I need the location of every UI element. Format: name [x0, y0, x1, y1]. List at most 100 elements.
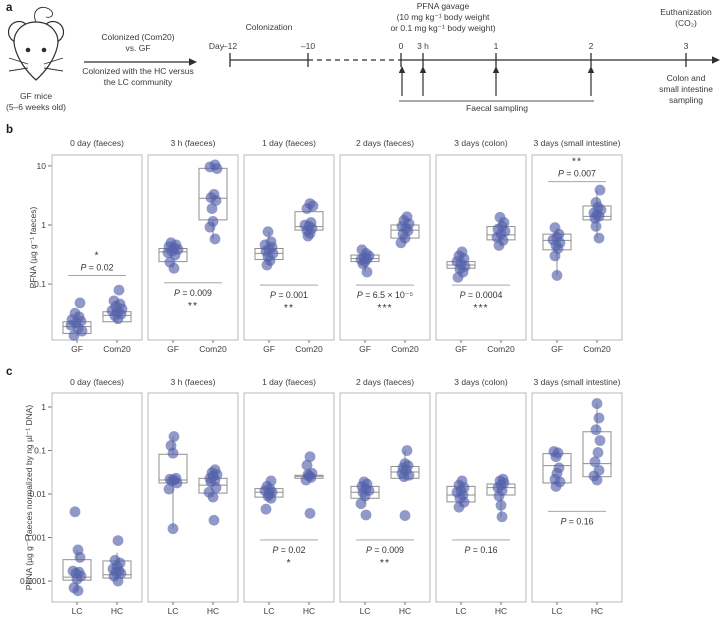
treatment-bottom-line2: the LC community: [103, 76, 173, 87]
treatment-arrowhead: [189, 58, 197, 66]
y-axis-label: PFNA (µg g⁻¹ faeces): [28, 207, 38, 289]
x-tick-label: HC: [495, 606, 507, 616]
significance-stars: **: [188, 300, 198, 312]
x-tick-label: LC: [168, 606, 179, 616]
y-axis-label: PFNA (µg g⁻¹ faeces normalized by ng µl⁻…: [24, 405, 34, 591]
data-point: [302, 230, 314, 242]
p-value: P = 0.02: [80, 262, 113, 272]
data-point: [593, 232, 605, 244]
data-point: [167, 447, 179, 459]
data-point: [167, 523, 179, 535]
data-point: [301, 203, 313, 214]
y-tick-label: 0.001: [25, 533, 47, 543]
data-point: [550, 451, 562, 463]
mouse-caption-line2: (5–6 weeks old): [5, 101, 66, 112]
treatment-top-line1: Colonized (Com20): [101, 32, 175, 42]
day-label: Day: [209, 41, 225, 51]
timeline-graphic: Day–12 –10 0 3 h 1 2 3: [7, 6, 720, 102]
subplot-frame: [531, 154, 623, 341]
mouse-whiskers: [8, 57, 64, 72]
colonization-label: Colonization: [245, 22, 293, 32]
sampling-arrowhead: [492, 66, 500, 73]
subplot-frame: [147, 154, 239, 341]
subplot-title: 3 days (colon): [454, 377, 508, 387]
significance-stars: ***: [377, 302, 392, 314]
significance-stars: *: [286, 557, 291, 569]
data-point: [357, 258, 369, 270]
sampling-arrowhead: [398, 66, 406, 73]
gavage-line2: (10 mg kg⁻¹ body weight: [396, 11, 490, 22]
x-tick-label: LC: [72, 606, 83, 616]
x-tick-label: GF: [359, 344, 371, 354]
data-point: [265, 492, 277, 504]
subplot-title: 0 day (faeces): [70, 377, 124, 387]
timeline-tick-label: 3 h: [417, 41, 429, 51]
p-value: P = 0.16: [560, 516, 593, 526]
y-tick-label: 0.0001: [20, 576, 46, 586]
data-point: [550, 480, 562, 492]
data-point: [113, 284, 125, 296]
mouse-caption-line1: GF mice: [19, 91, 53, 101]
subplot-title: 2 days (faeces): [356, 138, 414, 148]
p-value: P = 0.001: [270, 290, 308, 300]
x-tick-label: HC: [111, 606, 123, 616]
data-point: [591, 474, 603, 486]
significance-stars: **: [380, 557, 390, 569]
data-point: [168, 262, 180, 274]
data-point: [300, 474, 312, 486]
p-value: P = 0.009: [174, 288, 212, 298]
subplot-frame: [435, 392, 527, 603]
p-value: P = 0.16: [464, 545, 497, 555]
euthanization-label: Euthanization (CO₂): [644, 7, 722, 29]
mouse-tail: [34, 6, 53, 23]
treatment-bottom-line1: Colonized with the HC versus: [82, 66, 194, 76]
subplot-frame: [147, 392, 239, 603]
subplot-frame: [531, 392, 623, 603]
data-point: [112, 575, 124, 587]
x-tick-label: Com20: [583, 344, 611, 354]
data-point: [496, 511, 508, 523]
gavage-line3: or 0.1 mg kg⁻¹ body weight): [390, 22, 496, 33]
x-tick-label: Com20: [295, 344, 323, 354]
x-tick-label: GF: [551, 344, 563, 354]
data-point: [493, 490, 505, 502]
data-point: [355, 498, 367, 510]
data-point: [304, 507, 316, 519]
data-point: [589, 456, 601, 468]
timeline-tick-label: –10: [301, 41, 315, 51]
significance-stars: *: [94, 249, 99, 261]
significance-stars: **: [284, 302, 294, 314]
colon-sampling-line2: small intestine: [659, 83, 713, 94]
data-point: [69, 506, 81, 518]
data-point: [399, 510, 411, 521]
subplot-title: 3 h (faeces): [171, 138, 216, 148]
subplot-title: 2 days (faeces): [356, 377, 414, 387]
panel-a-label: a: [6, 2, 13, 14]
data-point: [301, 459, 313, 471]
data-point: [589, 212, 601, 224]
mouse-caption: GF mice (5–6 weeks old): [0, 91, 72, 113]
colon-sampling-line3: sampling: [668, 94, 704, 105]
colon-sampling-label: Colon and small intestine sampling: [642, 73, 722, 105]
x-tick-label: GF: [455, 344, 467, 354]
x-tick-label: LC: [360, 606, 371, 616]
x-tick-label: Com20: [103, 344, 131, 354]
data-point: [209, 233, 221, 245]
mouse-head: [13, 21, 59, 81]
timeline-tick-label: 2: [589, 41, 594, 51]
data-point: [594, 435, 606, 446]
subplot-title: 3 days (colon): [454, 138, 508, 148]
subplot-title: 0 day (faeces): [70, 138, 124, 148]
y-tick-label: 0.1: [34, 446, 46, 456]
data-point: [590, 220, 602, 232]
x-tick-label: HC: [207, 606, 219, 616]
data-point: [262, 226, 274, 238]
data-point: [453, 501, 465, 513]
subplot-title: 3 h (faeces): [171, 377, 216, 387]
timeline-tick-label: –12: [223, 41, 237, 51]
data-point: [204, 221, 216, 233]
subplot-frame: [339, 392, 431, 603]
treatment-top-line2: vs. GF: [125, 42, 151, 53]
x-tick-label: LC: [552, 606, 563, 616]
x-tick-label: GF: [167, 344, 179, 354]
